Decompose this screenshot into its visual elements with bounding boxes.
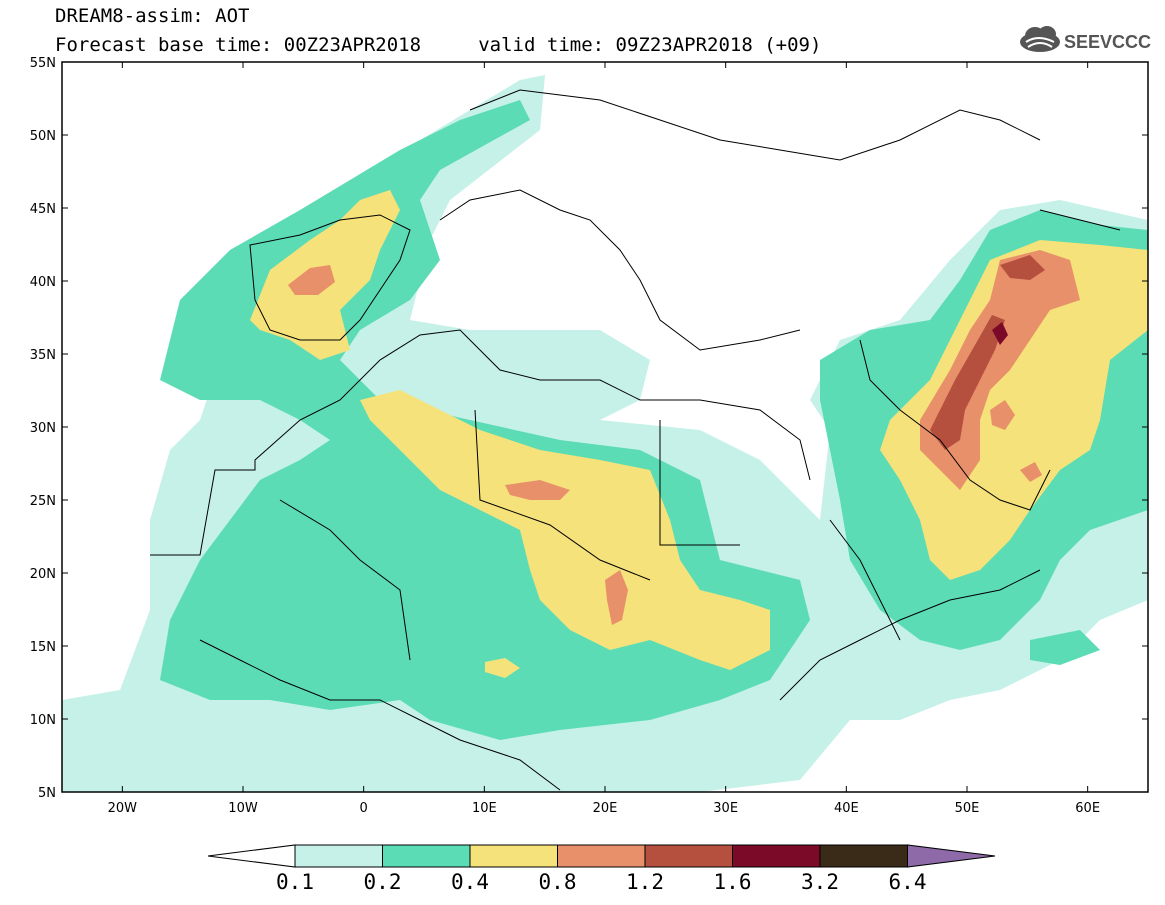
lat-tick-label: 45N [30,202,56,217]
cloud-icon [1020,26,1060,52]
lat-tick-label: 30N [30,421,56,436]
colorbar-segment [469,844,558,868]
lon-tick-label: 40E [834,801,859,816]
seevccc-logo: SEEVCCC [1020,26,1151,52]
logo-text: SEEVCCC [1064,32,1151,52]
colorbar-level-label: 0.1 [276,870,314,894]
lat-tick-label: 35N [30,348,56,363]
colorbar-segment [557,844,646,868]
lat-tick-label: 20N [30,567,56,582]
country-borders [150,89,1121,791]
colorbar-under-arrow [207,844,296,868]
colorbar-level-label: 0.2 [364,870,402,894]
aot-colorbar: 0.1 0.2 0.4 0.8 1.2 1.6 3.2 6.4 [207,844,996,894]
lon-tick-label: 30E [713,801,738,816]
lon-tick-label: 20W [108,801,138,816]
lon-tick-label: 10W [228,801,258,816]
map-title: DREAM8-assim: AOT [55,5,250,27]
lon-tick-label: 0 [360,801,368,816]
lon-tick-label: 50E [955,801,980,816]
lat-tick-label: 55N [30,56,56,71]
colorbar-segment [819,844,908,868]
lat-tick-label: 15N [30,640,56,655]
lon-tick-label: 60E [1075,801,1100,816]
colorbar-level-label: 0.8 [539,870,577,894]
lat-tick-label: 40N [30,275,56,290]
colorbar-over-arrow [907,844,996,868]
lat-tick-label: 10N [30,713,56,728]
lat-tick-label: 5N [38,786,56,801]
longitude-axis: 20W 10W 0 10E 20E 30E 40E 50E 60E [108,62,1100,816]
lon-tick-label: 20E [593,801,618,816]
colorbar-level-label: 0.4 [451,870,489,894]
colorbar-segment [294,844,383,868]
aot-contour-1.2 [930,255,1045,450]
colorbar-level-label: 3.2 [801,870,839,894]
colorbar-level-label: 1.2 [626,870,664,894]
colorbar-level-label: 6.4 [889,870,927,894]
lat-tick-label: 50N [30,129,56,144]
lon-tick-label: 10E [472,801,497,816]
colorbar-segment [382,844,471,868]
aot-contour-1.6 [992,322,1008,345]
aot-map [62,62,1148,792]
forecast-time-subtitle: Forecast base time: 00Z23APR2018 valid t… [55,34,822,56]
lat-tick-label: 25N [30,494,56,509]
colorbar-level-label: 1.6 [714,870,752,894]
latitude-axis: 55N 50N 45N 40N 35N 30N 25N 20N 15N 10N 5N [30,56,1148,801]
colorbar-segment [732,844,821,868]
colorbar-segment [644,844,733,868]
